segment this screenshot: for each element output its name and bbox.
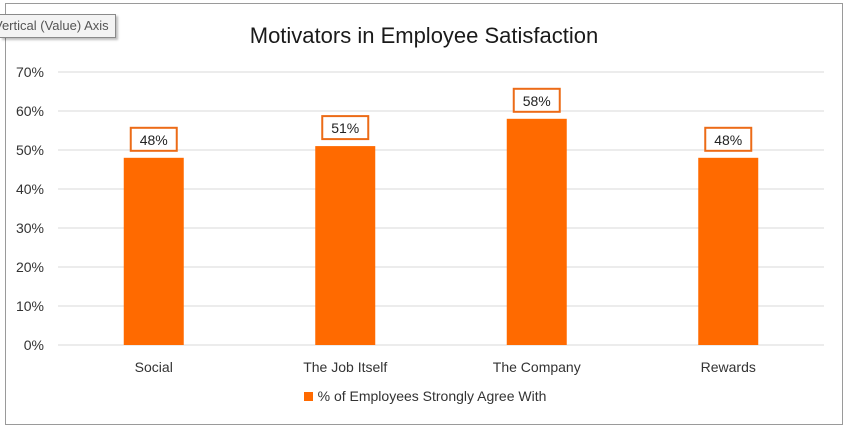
legend-label: % of Employees Strongly Agree With (318, 388, 547, 404)
y-tick-label: 30% (16, 220, 44, 236)
legend-swatch (304, 392, 313, 401)
y-tick-label: 70% (16, 64, 44, 80)
legend[interactable]: % of Employees Strongly Agree With (0, 388, 850, 404)
y-tick-label: 10% (16, 298, 44, 314)
x-tick-label: The Company (493, 359, 581, 375)
x-tick-label: Rewards (701, 359, 756, 375)
axis-tooltip: Vertical (Value) Axis (0, 14, 116, 38)
chart-title: Motivators in Employee Satisfaction (250, 23, 599, 48)
x-tick-label: The Job Itself (303, 359, 387, 375)
x-tick-label: Social (135, 359, 173, 375)
bar[interactable] (315, 146, 375, 345)
chart-plot: Motivators in Employee Satisfaction 0% 10… (0, 0, 850, 432)
y-tick-label: 20% (16, 259, 44, 275)
data-label: 51% (331, 120, 359, 136)
y-tick-label: 60% (16, 103, 44, 119)
bar[interactable] (698, 158, 758, 345)
bar[interactable] (507, 119, 567, 345)
y-tick-label: 0% (24, 337, 44, 353)
y-tick-label: 50% (16, 142, 44, 158)
data-label: 58% (523, 93, 551, 109)
bar[interactable] (124, 158, 184, 345)
data-label: 48% (140, 132, 168, 148)
data-label: 48% (714, 132, 742, 148)
axis-tooltip-text: Vertical (Value) Axis (0, 15, 109, 37)
y-tick-label: 40% (16, 181, 44, 197)
